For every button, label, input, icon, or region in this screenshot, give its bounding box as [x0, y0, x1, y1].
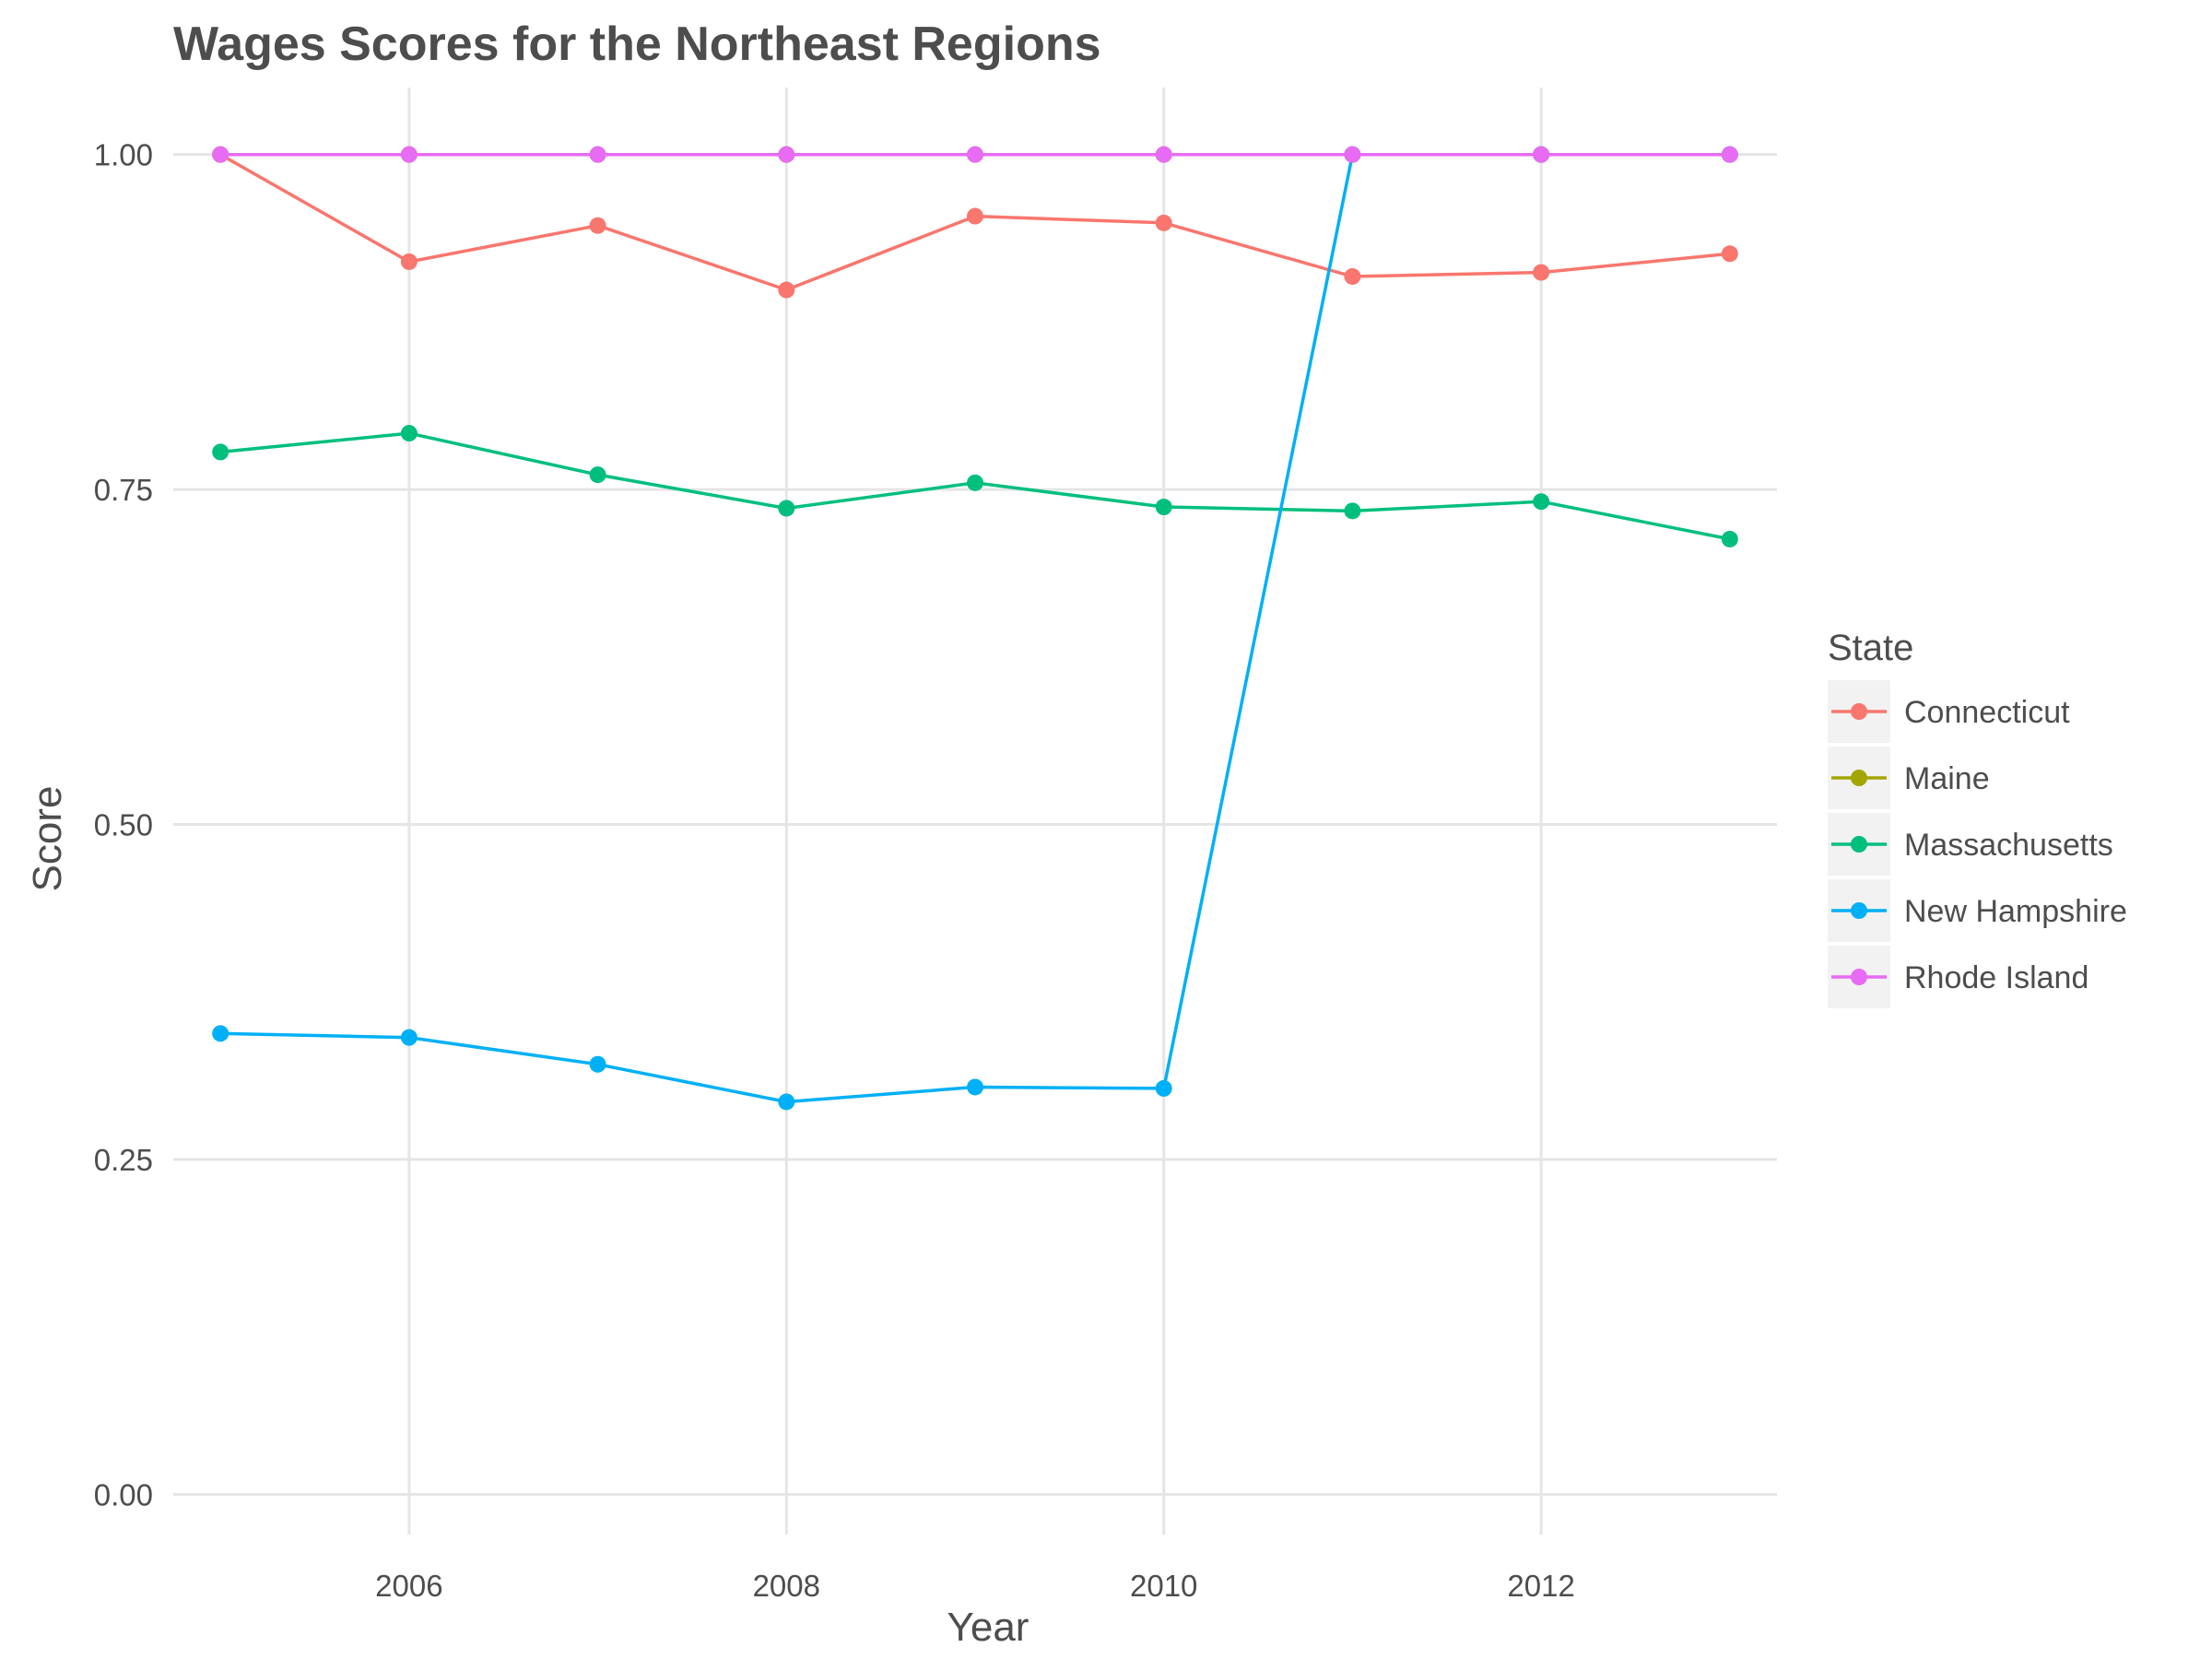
grid — [173, 88, 1777, 1535]
legend-key-point — [1851, 770, 1867, 786]
series-massachusetts — [212, 425, 1738, 547]
legend-item: New Hampshire — [1828, 879, 2127, 942]
legend-label: Massachusetts — [1904, 828, 2113, 863]
series-line — [220, 152, 1730, 1104]
data-point — [212, 1025, 229, 1042]
chart-title: Wages Scores for the Northeast Regions — [173, 18, 1101, 71]
data-point — [1155, 1079, 1172, 1097]
data-point — [1155, 499, 1172, 516]
data-point — [212, 443, 229, 461]
legend-label: Connecticut — [1904, 695, 2070, 730]
data-point — [589, 466, 606, 484]
series-new-hampshire — [212, 146, 1738, 1111]
data-point — [1344, 267, 1361, 285]
data-point — [400, 1029, 418, 1046]
data-point — [1533, 493, 1550, 511]
data-point — [1533, 146, 1550, 163]
data-point — [778, 1093, 795, 1111]
legend-key-point — [1851, 969, 1867, 985]
x-tick-label: 2012 — [1507, 1569, 1574, 1603]
series-layer — [212, 146, 1738, 1111]
legend-title: State — [1828, 628, 1913, 668]
data-point — [778, 281, 795, 299]
y-tick-label: 0.75 — [94, 473, 153, 507]
legend-key-point — [1851, 703, 1867, 720]
x-tick-label: 2006 — [375, 1569, 442, 1603]
y-tick-label: 0.00 — [94, 1477, 153, 1512]
data-point — [400, 146, 418, 163]
legend-items: Connecticut Maine Massachusetts New Hampshi… — [1828, 680, 2127, 1008]
data-point — [1721, 146, 1738, 163]
series-rhode-island — [212, 146, 1738, 163]
x-tick-label: 2008 — [753, 1569, 820, 1603]
legend-key-point — [1851, 836, 1867, 853]
legend-item: Rhode Island — [1828, 946, 2088, 1008]
y-tick-label: 0.50 — [94, 808, 153, 842]
data-point — [212, 146, 229, 163]
data-point — [589, 146, 606, 163]
legend-item: Massachusetts — [1828, 813, 2113, 876]
legend-key-point — [1851, 902, 1867, 919]
data-point — [1344, 146, 1361, 163]
data-point — [1344, 502, 1361, 520]
data-point — [967, 1078, 983, 1096]
y-tick-label: 0.25 — [94, 1143, 153, 1177]
data-point — [400, 253, 418, 270]
data-point — [967, 146, 983, 163]
data-point — [589, 1055, 606, 1073]
data-point — [1533, 264, 1550, 281]
legend-label: New Hampshire — [1904, 894, 2127, 929]
data-point — [967, 474, 983, 491]
legend-label: Rhode Island — [1904, 960, 2088, 995]
legend-item: Connecticut — [1828, 680, 2070, 743]
x-axis-title: Year — [947, 1605, 1030, 1650]
y-axis-title: Score — [25, 786, 70, 892]
data-point — [778, 146, 795, 163]
x-tick-label: 2010 — [1130, 1569, 1197, 1603]
series-connecticut — [212, 146, 1738, 299]
y-tick-labels: 0.00 0.25 0.50 0.75 1.00 — [94, 138, 153, 1512]
data-point — [1155, 146, 1172, 163]
legend-item: Maine — [1828, 747, 1990, 809]
data-point — [1721, 245, 1738, 263]
y-tick-label: 1.00 — [94, 138, 153, 172]
data-point — [778, 500, 795, 517]
data-point — [400, 425, 418, 442]
x-tick-labels: 2006 2008 2010 2012 — [375, 1569, 1575, 1603]
data-point — [967, 207, 983, 225]
legend: State Connecticut Maine Massachusetts New H… — [1828, 628, 2127, 1008]
data-point — [1155, 214, 1172, 231]
data-point — [1721, 530, 1738, 547]
data-point — [589, 217, 606, 234]
legend-label: Maine — [1904, 761, 1990, 796]
